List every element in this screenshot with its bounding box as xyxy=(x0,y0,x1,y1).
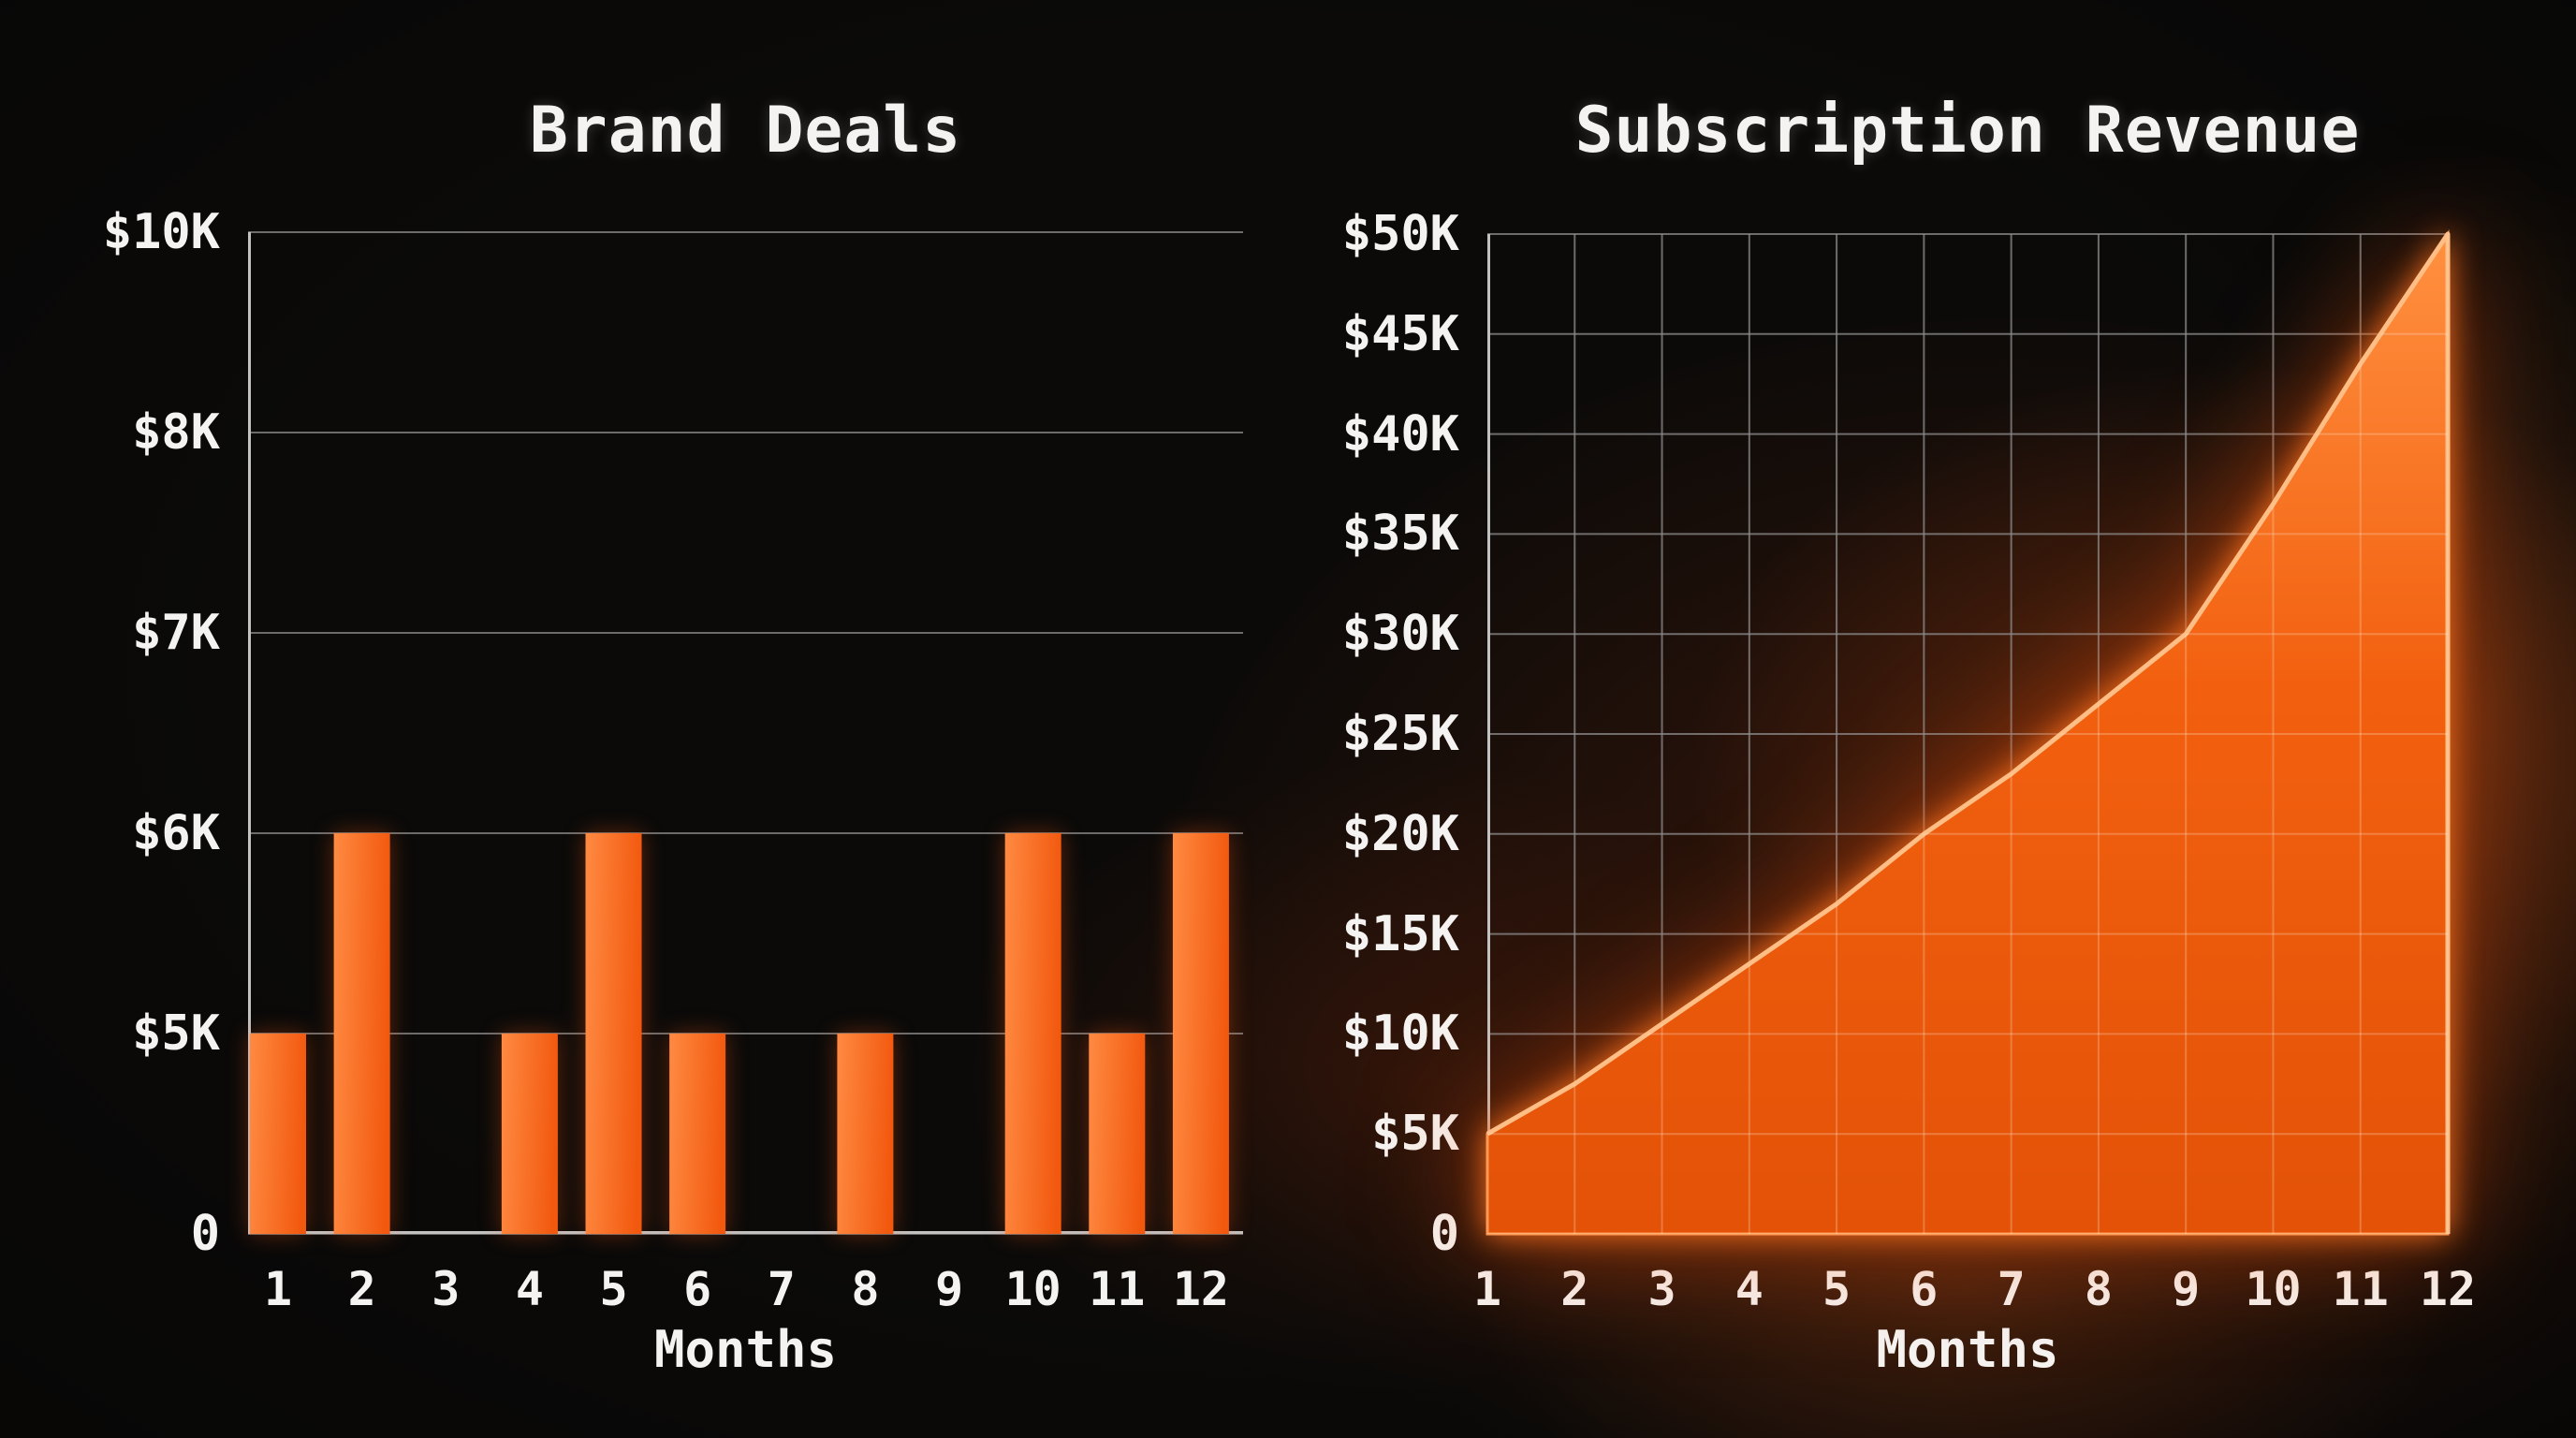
x-tick-label: 4 xyxy=(515,1262,544,1316)
revenue-area xyxy=(1486,229,2451,1236)
bar-month-5 xyxy=(585,833,642,1234)
x-tick-label: 12 xyxy=(1172,1262,1230,1316)
bar-month-4 xyxy=(501,1034,558,1234)
x-tick-label: 5 xyxy=(1822,1262,1852,1316)
x-tick-label: 10 xyxy=(2245,1262,2302,1316)
bar-plot-area xyxy=(248,231,1243,1235)
y-tick-label: 0 xyxy=(190,1206,220,1262)
y-tick-label: $5K xyxy=(1371,1106,1459,1163)
y-tick-label: $30K xyxy=(1341,606,1459,663)
bar-month-1 xyxy=(250,1034,306,1234)
x-tick-label: 12 xyxy=(2419,1262,2477,1316)
y-tick-label: $10K xyxy=(102,204,220,260)
x-tick-label: 1 xyxy=(1472,1262,1502,1316)
x-axis-label: Months xyxy=(653,1320,838,1379)
x-tick-label: 1 xyxy=(263,1262,293,1316)
x-tick-label: 6 xyxy=(1910,1262,1939,1316)
chart-title: Brand Deals xyxy=(529,94,962,168)
x-tick-label: 8 xyxy=(2084,1262,2113,1316)
x-tick-label: 5 xyxy=(599,1262,628,1316)
y-tick-label: $25K xyxy=(1341,706,1459,762)
x-tick-label: 2 xyxy=(347,1262,376,1316)
y-tick-label: $8K xyxy=(132,404,220,461)
x-tick-label: 7 xyxy=(1997,1262,2026,1316)
bar-month-8 xyxy=(837,1034,894,1234)
y-tick-label: $45K xyxy=(1341,305,1459,362)
x-tick-label: 8 xyxy=(851,1262,880,1316)
y-tick-label: $6K xyxy=(132,805,220,861)
bar-month-2 xyxy=(333,833,390,1234)
bar-month-6 xyxy=(669,1034,726,1234)
y-tick-label: $10K xyxy=(1341,1005,1459,1063)
x-tick-label: 4 xyxy=(1734,1262,1764,1316)
axes xyxy=(248,232,1243,1234)
x-tick-label: 3 xyxy=(1647,1262,1676,1316)
x-tick-label: 9 xyxy=(2172,1262,2201,1316)
y-tick-label: $50K xyxy=(1341,206,1459,262)
x-tick-label: 6 xyxy=(683,1262,712,1316)
y-tick-label: $40K xyxy=(1341,405,1459,462)
x-tick-label: 9 xyxy=(934,1262,964,1316)
bar-month-12 xyxy=(1172,833,1229,1234)
x-tick-label: 3 xyxy=(432,1262,461,1316)
y-tick-label: $7K xyxy=(132,605,220,661)
bar-month-11 xyxy=(1089,1034,1146,1234)
x-tick-label: 11 xyxy=(1089,1262,1146,1316)
y-tick-label: $20K xyxy=(1341,805,1459,862)
y-tick-label: $35K xyxy=(1341,506,1459,563)
x-tick-label: 7 xyxy=(767,1262,796,1316)
area-plot-area xyxy=(1486,229,2451,1236)
area-edge-line xyxy=(1486,231,2451,1234)
x-tick-label: 2 xyxy=(1560,1262,1589,1316)
bar-month-10 xyxy=(1004,833,1061,1234)
y-tick-label: 0 xyxy=(1429,1206,1459,1262)
bars xyxy=(250,833,1229,1234)
chart-title: Subscription Revenue xyxy=(1574,94,2361,168)
x-tick-label: 11 xyxy=(2332,1262,2389,1316)
x-axis-label: Months xyxy=(1876,1320,2059,1379)
y-tick-label: $15K xyxy=(1341,905,1459,962)
y-tick-label: $5K xyxy=(132,1005,220,1062)
x-tick-label: 10 xyxy=(1004,1262,1061,1316)
